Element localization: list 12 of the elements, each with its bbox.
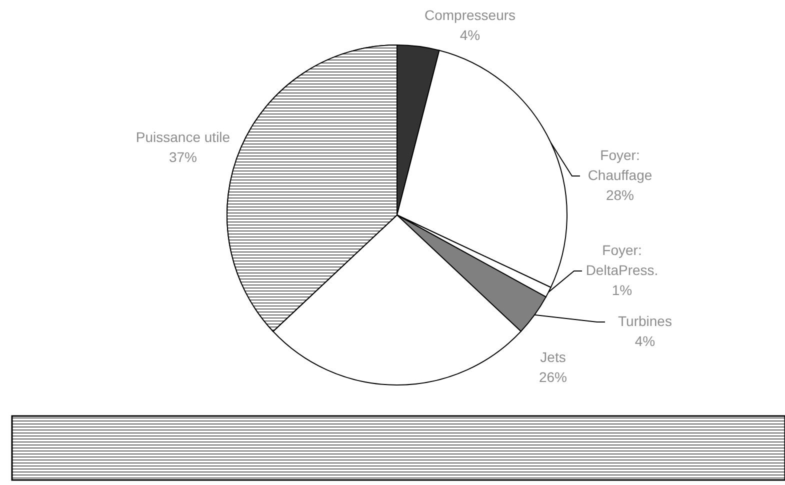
slice-label: Foyer: DeltaPress. — [586, 242, 658, 278]
slice-label: Compresseurs — [424, 7, 516, 23]
slice-label: Foyer: Chauffage — [588, 147, 652, 183]
data-label: 4% — [634, 333, 656, 349]
data-label: 37% — [168, 149, 198, 165]
slice-label: Jets — [540, 349, 566, 365]
data-label: 4% — [460, 27, 480, 43]
data-label: 1% — [612, 282, 632, 298]
data-label: 28% — [606, 187, 634, 203]
data-label: 26% — [538, 369, 568, 385]
slice-label: Turbines — [618, 313, 672, 329]
slice-label: Puissance utile — [136, 129, 230, 145]
